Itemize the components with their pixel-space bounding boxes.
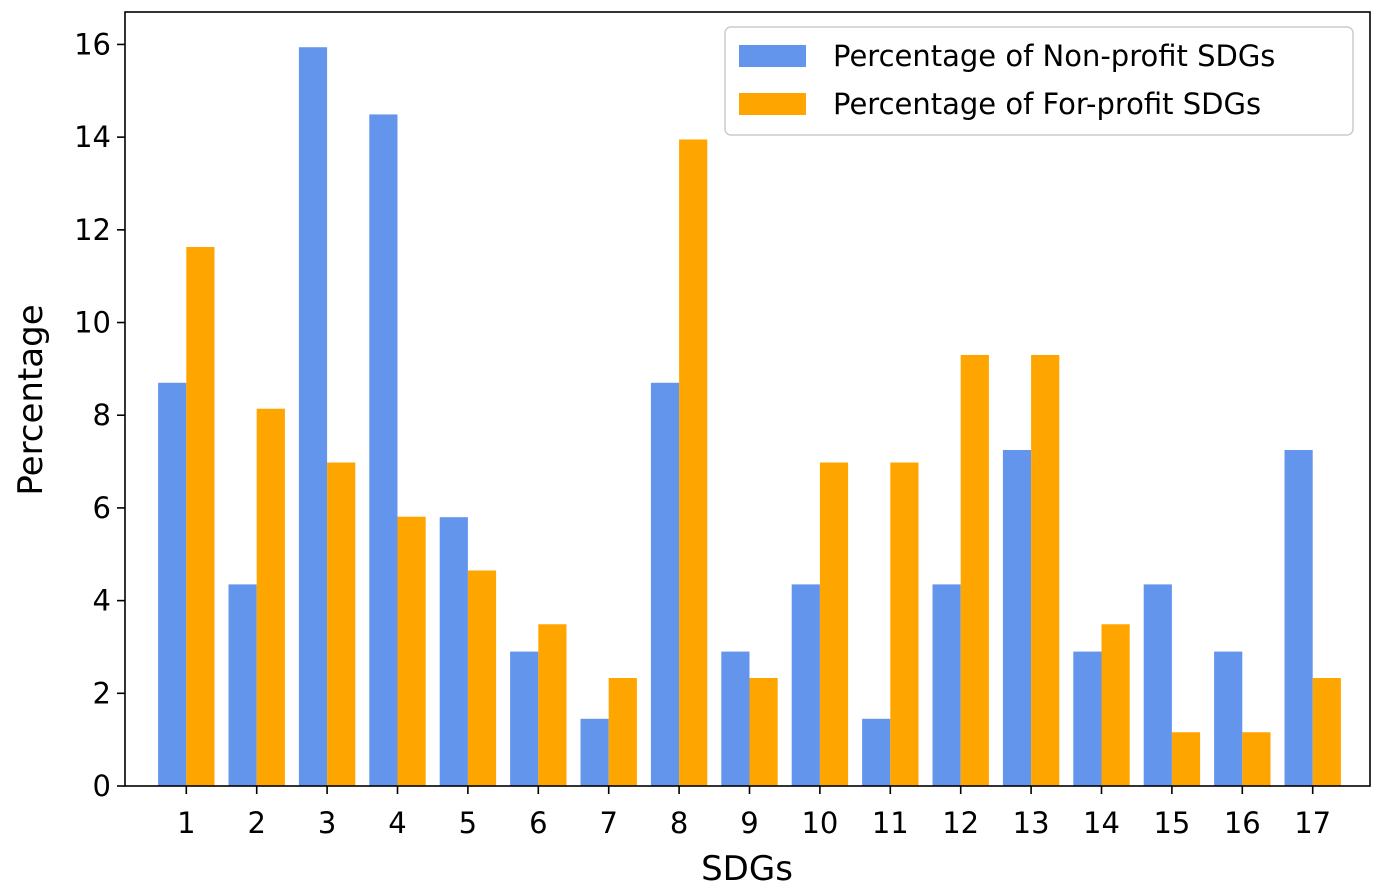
x-tick-label-2: 2 xyxy=(247,806,265,840)
bar-non-profit-sdg-3 xyxy=(298,47,328,787)
bar-for-profit-sdg-12 xyxy=(960,354,989,786)
bar-for-profit-sdg-16 xyxy=(1242,732,1271,786)
bar-non-profit-sdg-2 xyxy=(228,584,257,786)
x-tick-label-16: 16 xyxy=(1224,806,1261,840)
bar-for-profit-sdg-4 xyxy=(397,516,426,786)
y-tick-label-0: 0 xyxy=(93,769,111,803)
x-tick-label-3: 3 xyxy=(318,806,336,840)
bar-for-profit-sdg-1 xyxy=(186,246,215,787)
y-tick-label-14: 14 xyxy=(74,120,111,154)
bar-for-profit-sdg-17 xyxy=(1312,678,1341,786)
y-tick-label-6: 6 xyxy=(93,491,111,525)
x-tick-label-12: 12 xyxy=(942,806,979,840)
x-tick-label-17: 17 xyxy=(1294,806,1331,840)
legend-swatch-non-profit xyxy=(739,45,806,67)
bar-for-profit-sdg-11 xyxy=(890,462,919,786)
bar-non-profit-sdg-9 xyxy=(721,651,750,786)
bar-non-profit-sdg-6 xyxy=(510,651,539,786)
bars-group xyxy=(158,47,1341,787)
bar-non-profit-sdg-12 xyxy=(932,584,961,786)
bar-for-profit-sdg-6 xyxy=(538,624,567,786)
bar-for-profit-sdg-10 xyxy=(819,462,849,786)
x-axis-label: SDGs xyxy=(701,849,793,888)
bar-for-profit-sdg-3 xyxy=(327,462,356,786)
bar-for-profit-sdg-8 xyxy=(679,139,708,786)
x-tick-label-14: 14 xyxy=(1083,806,1120,840)
x-tick-label-10: 10 xyxy=(801,806,838,840)
plot-frame xyxy=(124,11,1371,787)
y-axis: 0 2 4 6 8 10 12 14 16 xyxy=(74,27,125,803)
x-tick-label-15: 15 xyxy=(1153,806,1190,840)
bar-for-profit-sdg-13 xyxy=(1031,354,1060,786)
x-tick-label-1: 1 xyxy=(177,806,195,840)
x-tick-label-7: 7 xyxy=(599,806,617,840)
bar-non-profit-sdg-14 xyxy=(1073,651,1102,786)
bar-for-profit-sdg-9 xyxy=(749,678,778,786)
x-tick-label-9: 9 xyxy=(740,806,758,840)
bar-non-profit-sdg-17 xyxy=(1284,449,1313,786)
y-tick-label-12: 12 xyxy=(74,213,111,247)
bar-non-profit-sdg-1 xyxy=(158,382,187,786)
legend-box xyxy=(724,26,1354,136)
y-tick-label-4: 4 xyxy=(93,584,111,618)
bar-non-profit-sdg-10 xyxy=(791,584,820,786)
y-tick-label-8: 8 xyxy=(93,398,111,432)
legend-label-non-profit: Percentage of Non-profit SDGs xyxy=(833,39,1275,73)
x-tick-label-5: 5 xyxy=(459,806,477,840)
legend-swatch-for-profit xyxy=(739,93,806,115)
x-axis: 1 2 3 4 5 6 7 8 9 10 11 12 13 14 15 16 17 xyxy=(177,786,1331,840)
bar-non-profit-sdg-4 xyxy=(369,114,398,787)
bar-for-profit-sdg-14 xyxy=(1101,624,1130,786)
bar-for-profit-sdg-5 xyxy=(467,570,497,786)
x-tick-label-11: 11 xyxy=(872,806,909,840)
legend: Percentage of Non-profit SDGs Percentage… xyxy=(724,26,1354,136)
bar-non-profit-sdg-13 xyxy=(1002,449,1032,786)
bar-for-profit-sdg-7 xyxy=(608,678,637,786)
y-tick-label-16: 16 xyxy=(74,27,111,61)
bar-non-profit-sdg-7 xyxy=(580,718,609,786)
bar-non-profit-sdg-15 xyxy=(1143,584,1172,786)
y-tick-label-2: 2 xyxy=(93,676,111,710)
bar-non-profit-sdg-5 xyxy=(439,517,468,786)
x-tick-label-13: 13 xyxy=(1013,806,1050,840)
x-tick-label-4: 4 xyxy=(388,806,406,840)
bar-for-profit-sdg-15 xyxy=(1171,732,1201,786)
y-tick-label-10: 10 xyxy=(74,306,111,340)
bar-non-profit-sdg-8 xyxy=(650,382,680,786)
y-axis-label: Percentage xyxy=(11,304,51,495)
bar-non-profit-sdg-16 xyxy=(1214,651,1243,786)
x-tick-label-6: 6 xyxy=(529,806,547,840)
bar-non-profit-sdg-11 xyxy=(862,718,891,786)
legend-label-for-profit: Percentage of For-profit SDGs xyxy=(833,87,1261,121)
bar-for-profit-sdg-2 xyxy=(256,408,285,786)
x-tick-label-8: 8 xyxy=(670,806,688,840)
